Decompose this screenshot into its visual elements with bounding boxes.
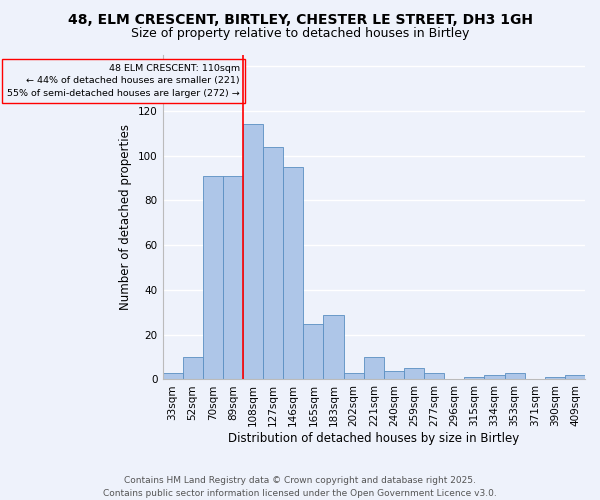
Bar bbox=[384, 370, 404, 380]
Text: 48, ELM CRESCENT, BIRTLEY, CHESTER LE STREET, DH3 1GH: 48, ELM CRESCENT, BIRTLEY, CHESTER LE ST… bbox=[67, 12, 533, 26]
Bar bbox=[203, 176, 223, 380]
Bar bbox=[404, 368, 424, 380]
Bar bbox=[304, 324, 323, 380]
Bar bbox=[484, 375, 505, 380]
Text: 48 ELM CRESCENT: 110sqm
← 44% of detached houses are smaller (221)
55% of semi-d: 48 ELM CRESCENT: 110sqm ← 44% of detache… bbox=[7, 64, 240, 98]
Bar bbox=[283, 167, 304, 380]
X-axis label: Distribution of detached houses by size in Birtley: Distribution of detached houses by size … bbox=[228, 432, 520, 445]
Bar bbox=[243, 124, 263, 380]
Bar bbox=[565, 375, 585, 380]
Bar bbox=[163, 372, 182, 380]
Bar bbox=[344, 372, 364, 380]
Bar bbox=[223, 176, 243, 380]
Bar bbox=[464, 377, 484, 380]
Bar bbox=[364, 357, 384, 380]
Bar bbox=[505, 372, 524, 380]
Bar bbox=[424, 372, 444, 380]
Bar bbox=[263, 146, 283, 380]
Text: Size of property relative to detached houses in Birtley: Size of property relative to detached ho… bbox=[131, 28, 469, 40]
Bar bbox=[182, 357, 203, 380]
Y-axis label: Number of detached properties: Number of detached properties bbox=[119, 124, 133, 310]
Bar bbox=[545, 377, 565, 380]
Text: Contains HM Land Registry data © Crown copyright and database right 2025.
Contai: Contains HM Land Registry data © Crown c… bbox=[103, 476, 497, 498]
Bar bbox=[323, 314, 344, 380]
